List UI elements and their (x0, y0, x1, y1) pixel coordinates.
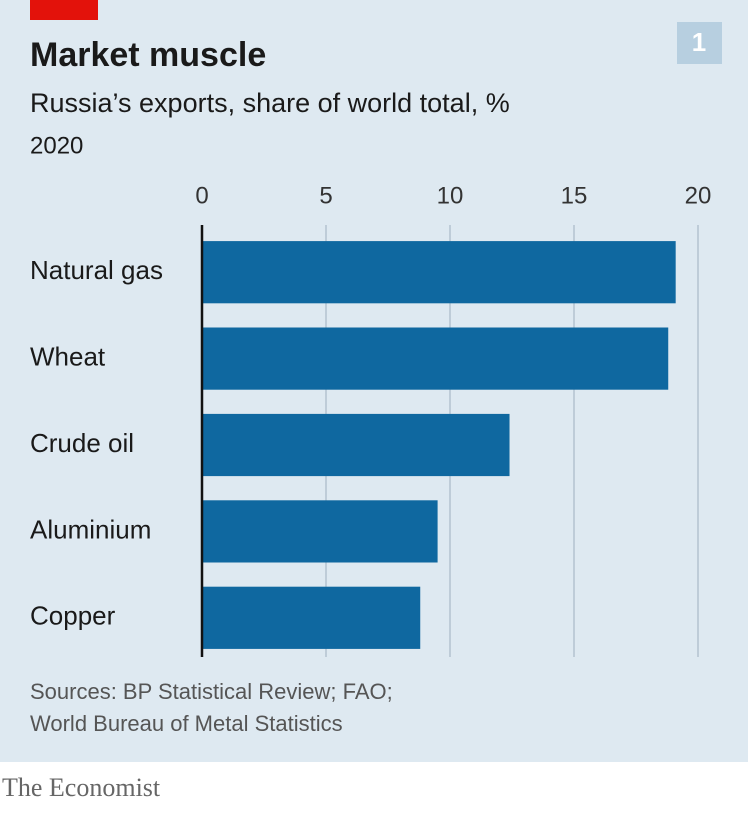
y-tick-label: Aluminium (30, 514, 151, 544)
chart-title: Market muscle (30, 36, 266, 74)
x-tick-label: 10 (437, 182, 464, 209)
badge: 1 (692, 27, 706, 57)
badge-box (677, 22, 722, 64)
x-tick-label: 0 (195, 182, 208, 209)
bar (202, 500, 438, 563)
bar (202, 413, 510, 477)
source-note: Sources: BP Statistical Review; FAO; (30, 679, 393, 704)
red-tag (30, 0, 98, 20)
y-tick-label: Crude oil (30, 428, 134, 458)
x-tick-label: 15 (561, 182, 588, 209)
bar (202, 327, 669, 390)
x-tick-label: 5 (319, 182, 332, 209)
y-tick-label: Natural gas (30, 255, 163, 285)
source-note: World Bureau of Metal Statistics (30, 711, 343, 736)
chart-subtitle: Russia’s exports, share of world total, … (30, 88, 510, 118)
bar (202, 586, 421, 649)
bar (202, 241, 676, 304)
y-tick-label: Copper (30, 601, 116, 631)
period: 2020 (30, 132, 83, 159)
y-tick-label: Wheat (30, 341, 106, 371)
brand: The Economist (2, 773, 161, 802)
x-tick-label: 20 (685, 182, 712, 209)
